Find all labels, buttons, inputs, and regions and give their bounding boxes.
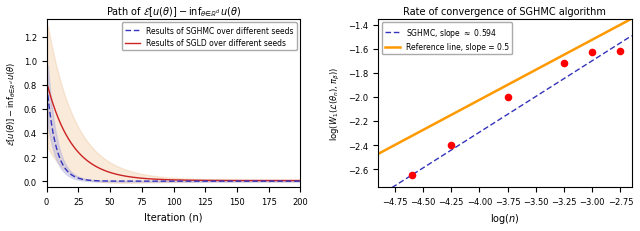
Title: Path of $\mathcal{E}[u(\theta)] - \inf_{\theta \in \mathbb{R}^d} u(\theta)$: Path of $\mathcal{E}[u(\theta)] - \inf_{… <box>106 6 241 19</box>
Legend: Results of SGHMC over different seeds, Results of SGLD over different seeds: Results of SGHMC over different seeds, R… <box>122 23 297 51</box>
Point <box>406 173 417 177</box>
Point <box>502 96 513 99</box>
Point <box>587 51 597 55</box>
Point <box>446 143 456 147</box>
X-axis label: $\log(n)$: $\log(n)$ <box>490 212 520 225</box>
X-axis label: Iteration (n): Iteration (n) <box>144 212 203 222</box>
Point <box>559 62 569 66</box>
Legend: SGHMC, slope $\approx$ 0.594, Reference line, slope = 0.5: SGHMC, slope $\approx$ 0.594, Reference … <box>381 23 512 55</box>
Point <box>615 50 625 54</box>
Y-axis label: $\mathcal{E}[u(\theta)] - \inf_{\theta \in \mathbb{R}^d} u(\theta)$: $\mathcal{E}[u(\theta)] - \inf_{\theta \… <box>6 61 18 146</box>
Title: Rate of convergence of SGHMC algorithm: Rate of convergence of SGHMC algorithm <box>403 7 606 17</box>
Y-axis label: $\log(W_1(\mathcal{L}(\theta_n), \pi_\beta))$: $\log(W_1(\mathcal{L}(\theta_n), \pi_\be… <box>329 67 342 140</box>
